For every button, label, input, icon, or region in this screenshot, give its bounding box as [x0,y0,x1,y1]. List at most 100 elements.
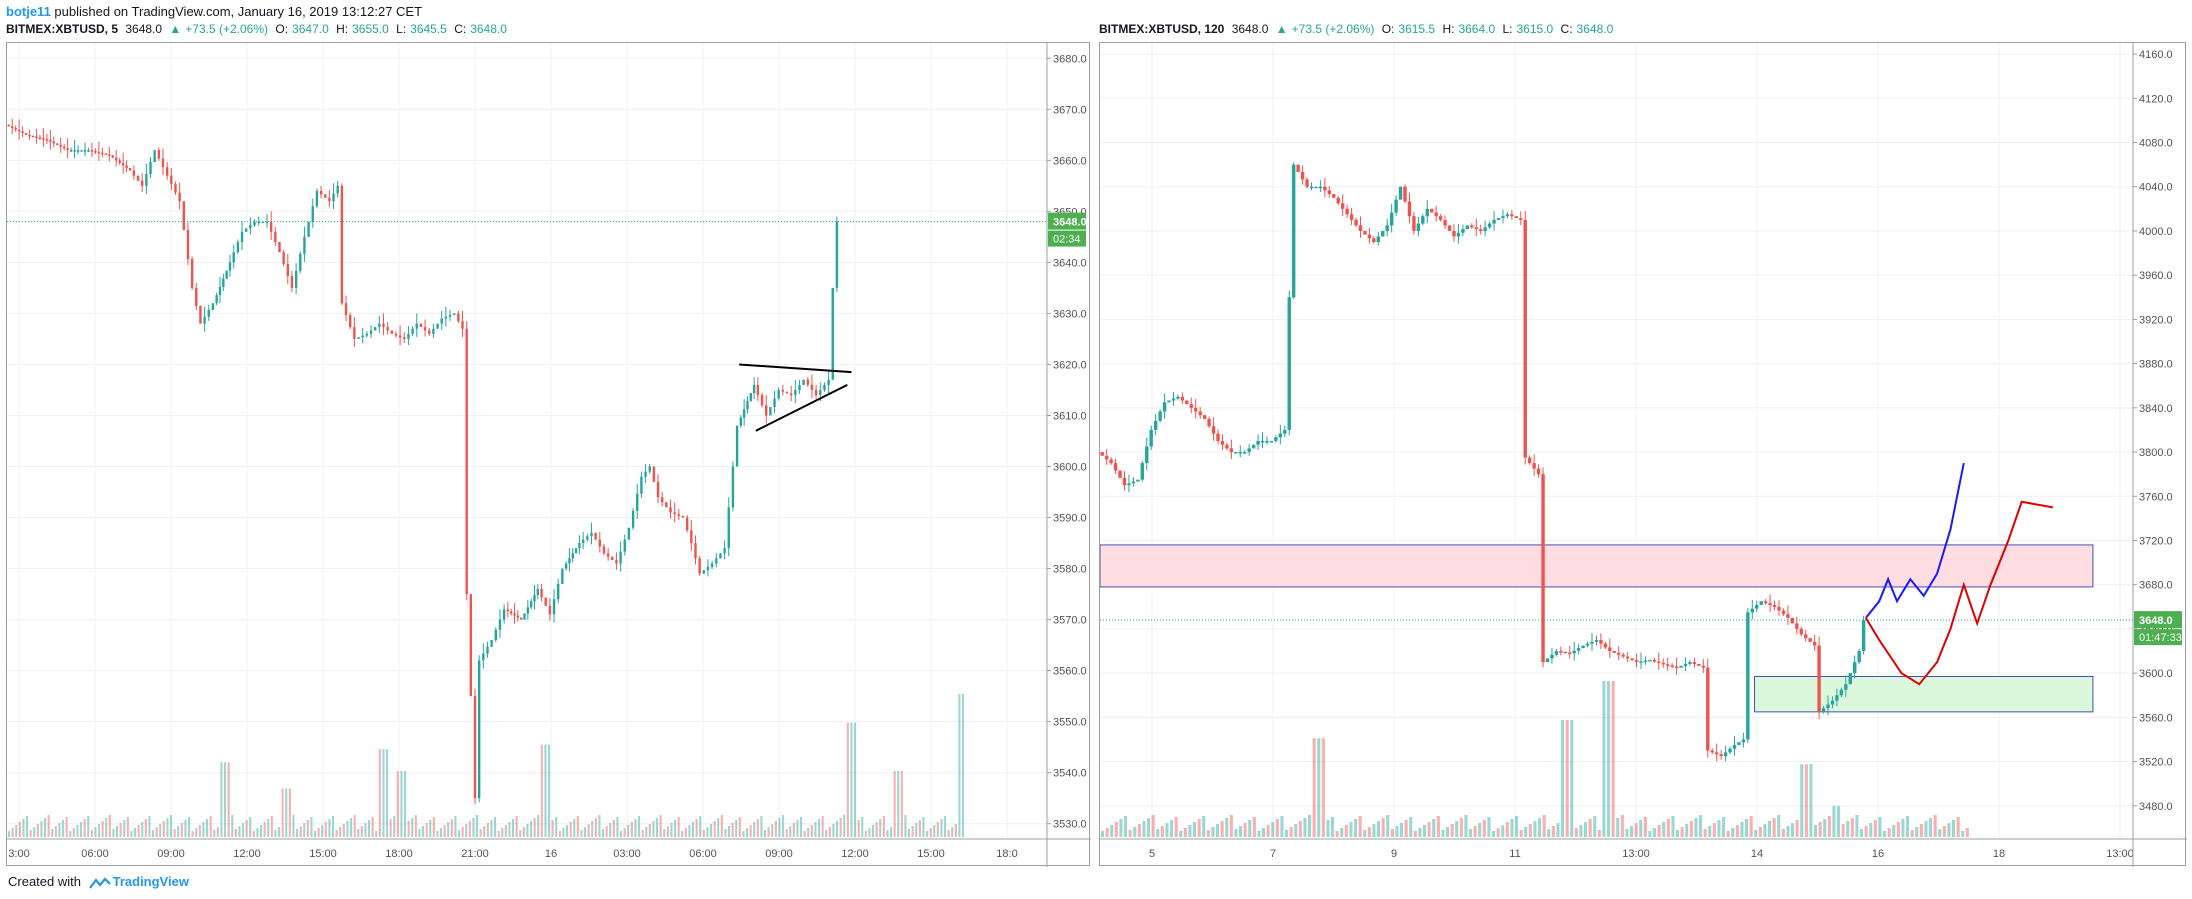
candle-body [461,321,464,329]
volume-bar [1800,764,1804,837]
right-chart-svg[interactable]: 4160.0 4120.0 4080.0 4040.0 4000.0 3960.0 3920… [1100,43,2187,867]
volume-bar [1225,818,1229,837]
candle-body [382,323,385,328]
volume-bar [1906,816,1910,837]
volume-bar [227,762,230,837]
x-tick-label: 12:00 [841,848,869,860]
volume-bar [605,826,608,837]
candle-body [1300,171,1305,180]
volume-bar [1331,817,1335,837]
volume-bar [663,829,666,837]
candle-body [186,230,190,260]
volume-bar [119,823,122,837]
volume-bar [1643,817,1647,837]
y-tick-label: 3800.0 [2139,447,2173,459]
volume-bar [573,819,576,837]
volume-bar [126,817,129,837]
candle-body [486,646,489,654]
candle-body [149,162,152,174]
candle-body [557,583,560,600]
volume-bar [83,819,86,837]
candle-body [1167,400,1171,403]
candle-body [215,295,218,304]
volume-bar [1883,831,1887,837]
tradingview-brand[interactable]: TradingView [112,874,189,889]
candle-body [814,389,818,396]
volume-bar [1763,824,1767,837]
volume-bar [378,749,381,837]
volume-bar [512,819,515,837]
volume-bar [238,826,241,837]
volume-bar [285,788,288,837]
volume-bar [1344,825,1348,837]
candle-body [1202,415,1207,419]
volume-bar [846,722,849,837]
candle-body [403,337,406,339]
volume-bar [342,824,345,837]
volume-bar [252,831,255,837]
candle-body [568,558,571,564]
x-tick-label: 15:00 [309,848,337,860]
volume-bar [1349,822,1353,837]
candle-body [749,393,753,402]
candle-body [115,157,118,161]
volume-bar [198,825,201,837]
candle-body [1492,219,1496,224]
volume-bar [490,820,493,837]
volume-bar [1915,827,1919,837]
volume-bar [666,826,669,837]
candle-body [1634,660,1639,663]
candle-body [1804,634,1808,639]
volume-bar [1804,764,1808,837]
left-chart-svg[interactable]: 3680.03670.03660.03650.03640.03630.03620… [7,43,1091,867]
candle-body [1648,659,1652,662]
left-chart-panel[interactable]: 3680.0 3670.0 3660.0 3650.0 3640.0 3630.0 3620… [6,42,1091,867]
candle-body [1732,745,1737,749]
volume-bar [1441,830,1445,837]
volume-bar [638,816,641,837]
right-low: 3615.0 [1516,22,1554,36]
volume-bar [936,822,939,837]
volume-bar [1878,817,1882,837]
volume-bar [1749,816,1753,837]
volume-bar [1717,820,1721,837]
candle-body [529,601,533,608]
candle-body [453,313,456,316]
volume-bar [890,827,893,837]
volume-bar [1887,828,1891,837]
candle-body [390,330,393,334]
volume-bar [382,749,385,837]
candle-body [1283,429,1287,434]
volume-bar [278,827,281,837]
volume-bar [1846,821,1850,837]
volume-bar [249,817,252,837]
volume-bar [1745,819,1749,837]
volume-bar [1671,816,1675,837]
right-chart-panel[interactable]: 4160.0 4120.0 4080.0 4040.0 4000.0 3960.0 3920… [1099,42,2187,867]
volume-bar [1616,818,1620,837]
candle-body [1104,455,1109,460]
volume-bar [429,820,432,837]
volume-bar [1584,822,1588,837]
y-tick-label: 3540.0 [1053,768,1087,780]
volume-bar [684,828,687,837]
candle-body [1830,700,1835,705]
author-link[interactable]: botje11 [6,4,51,19]
y-tick-label: 3920.0 [2139,314,2173,326]
volume-bar [944,816,947,837]
volume-bar [587,824,590,837]
candle-body [31,135,35,138]
volume-bar [720,815,723,837]
volume-bar [742,831,745,837]
volume-bar [1482,820,1486,837]
volume-bar [922,817,925,837]
volume-bar [350,818,353,837]
candle-body [681,515,685,518]
volume-bar [1234,829,1238,837]
candle-body [482,653,485,661]
volume-bar [364,823,367,837]
volume-bar [648,824,651,837]
candle-body [1790,617,1795,624]
candle-body [199,305,202,324]
y-tick-label: 3600.0 [2139,668,2173,680]
